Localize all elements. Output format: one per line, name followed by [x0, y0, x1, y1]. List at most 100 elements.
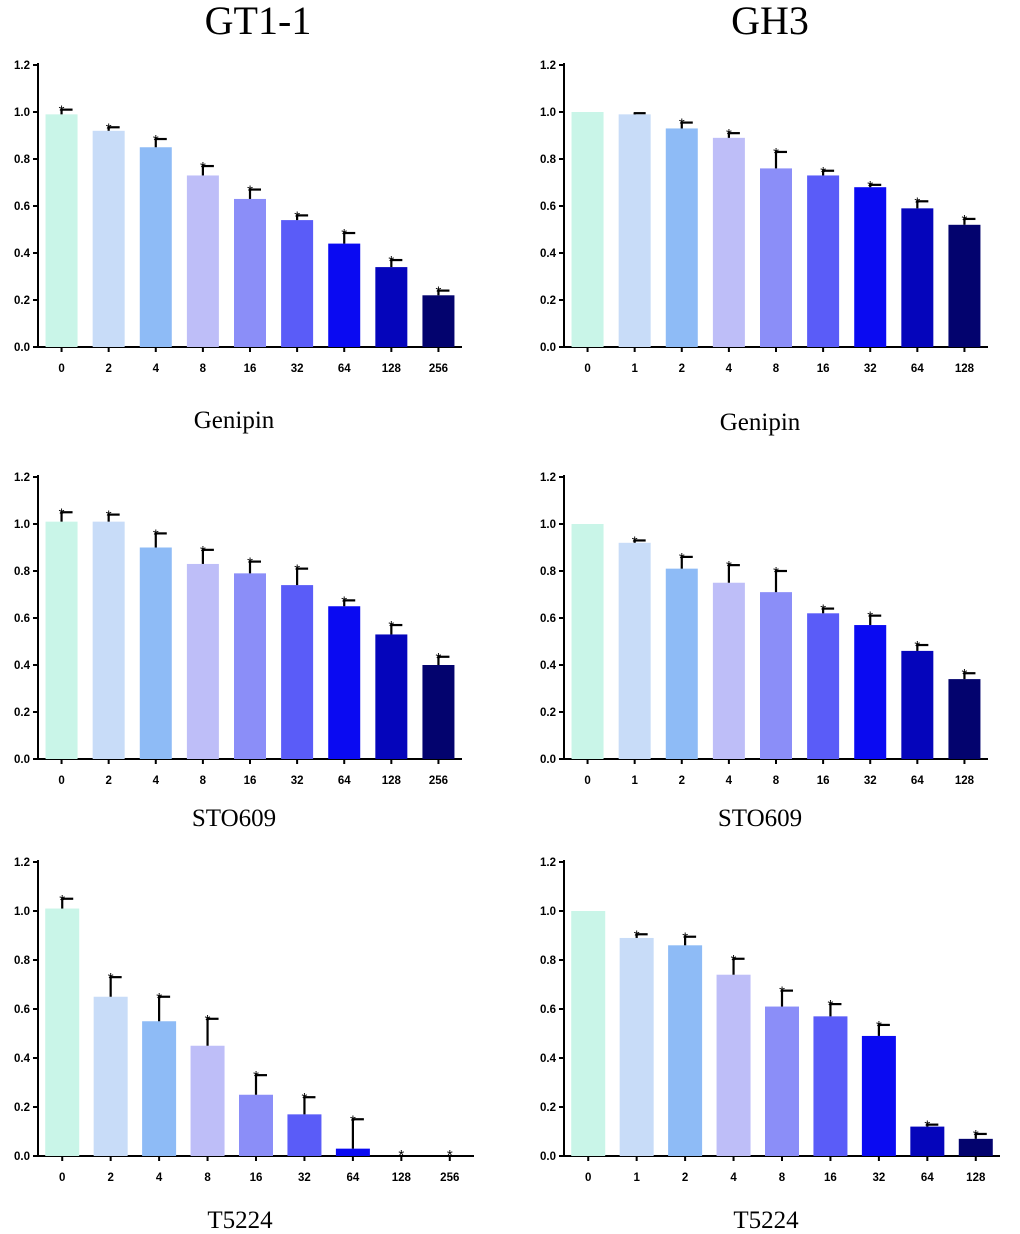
bar — [45, 114, 78, 347]
x-tick-label: 4 — [153, 363, 160, 375]
y-tick-label: 0.2 — [14, 1102, 30, 1114]
significance-marker: * — [867, 178, 873, 195]
significance-marker: * — [773, 564, 779, 581]
bar — [422, 665, 455, 759]
significance-marker: * — [973, 1127, 979, 1144]
x-tick-label: 0 — [59, 1172, 65, 1184]
significance-marker: * — [247, 555, 253, 572]
x-tick-label: 0 — [584, 775, 590, 787]
y-tick-label: 0.6 — [540, 201, 556, 213]
x-axis-title: T5224 — [733, 1207, 799, 1234]
panel-gt1-1-sto609: 0.0 0.2 0.4 0.6 0.8 1.0 1.2 * 0 * 2 * 4 * 8 * 16 * 32 * 64 * 1… — [14, 472, 462, 832]
bar — [901, 650, 934, 759]
significance-marker: * — [106, 508, 112, 525]
x-tick-label: 4 — [153, 775, 160, 787]
significance-marker: * — [726, 558, 732, 575]
bar — [281, 220, 314, 347]
y-tick-label: 1.0 — [540, 906, 556, 918]
significance-marker: * — [679, 550, 685, 567]
x-tick-label: 0 — [585, 1172, 591, 1184]
bar — [571, 911, 606, 1156]
bar — [712, 137, 745, 347]
x-tick-label: 32 — [864, 363, 877, 375]
y-tick-label: 0.6 — [14, 201, 30, 213]
significance-marker: * — [247, 183, 253, 200]
bar — [328, 243, 361, 347]
bar — [234, 573, 266, 759]
y-tick-label: 0.4 — [14, 248, 31, 260]
significance-marker: * — [398, 1147, 404, 1164]
x-tick-label: 8 — [773, 363, 780, 375]
y-tick-label: 1.2 — [540, 472, 556, 484]
significance-marker: * — [773, 145, 779, 162]
x-tick-label: 4 — [730, 1172, 737, 1184]
significance-marker: * — [914, 194, 920, 211]
significance-marker: * — [156, 990, 162, 1007]
significance-marker: * — [447, 1147, 453, 1164]
bar — [854, 625, 887, 759]
x-tick-label: 2 — [682, 1172, 688, 1184]
significance-marker: * — [876, 1018, 882, 1035]
bar — [716, 974, 751, 1156]
significance-marker: * — [682, 930, 688, 947]
significance-marker: * — [867, 609, 873, 626]
x-tick-label: 16 — [244, 775, 257, 787]
x-tick-label: 4 — [726, 775, 733, 787]
bar — [190, 1045, 225, 1156]
significance-marker: * — [302, 1090, 308, 1107]
x-tick-label: 32 — [864, 775, 877, 787]
x-tick-label: 8 — [779, 1172, 786, 1184]
x-tick-label: 32 — [291, 775, 304, 787]
x-axis-title: T5224 — [207, 1207, 273, 1234]
y-tick-label: 0.6 — [540, 613, 556, 625]
bar — [571, 112, 604, 347]
x-tick-label: 0 — [584, 363, 590, 375]
column-title-gt1-1: GT1-1 — [205, 0, 312, 43]
y-tick-label: 1.0 — [14, 906, 30, 918]
bar — [335, 1148, 370, 1156]
bar — [901, 208, 934, 347]
x-tick-label: 2 — [105, 775, 111, 787]
significance-marker: * — [634, 927, 640, 944]
significance-marker: * — [200, 543, 206, 560]
x-axis-title: Genipin — [194, 407, 275, 434]
x-tick-label: 128 — [382, 775, 402, 787]
y-tick-label: 0.8 — [540, 566, 557, 578]
significance-marker: * — [388, 618, 394, 635]
y-tick-label: 0.0 — [540, 342, 556, 354]
bar — [948, 679, 981, 759]
significance-marker: * — [388, 253, 394, 270]
x-tick-label: 2 — [107, 1172, 113, 1184]
bar — [854, 187, 887, 347]
y-tick-label: 0.6 — [540, 1004, 556, 1016]
bar — [571, 524, 604, 759]
significance-marker: * — [962, 666, 968, 683]
significance-marker: * — [59, 505, 65, 522]
bar — [287, 1114, 322, 1156]
bar — [375, 634, 408, 759]
x-tick-label: 128 — [392, 1172, 412, 1184]
x-tick-label: 256 — [429, 363, 448, 375]
x-tick-label: 16 — [250, 1172, 263, 1184]
bar — [45, 908, 80, 1156]
y-tick-label: 0.8 — [540, 955, 557, 967]
x-tick-label: 16 — [824, 1172, 837, 1184]
bar — [618, 114, 651, 347]
x-tick-label: 256 — [440, 1172, 459, 1184]
panel-gh3-t5224: 0.0 0.2 0.4 0.6 0.8 1.0 1.2 0 * 1 * 2 * 4 * 8 * 16 * 32 * 64 *… — [540, 857, 1000, 1234]
y-tick-label: 1.2 — [14, 857, 30, 869]
bar — [807, 613, 840, 759]
x-tick-label: 1 — [631, 363, 638, 375]
x-tick-label: 128 — [955, 775, 975, 787]
x-tick-label: 8 — [204, 1172, 211, 1184]
significance-marker: * — [200, 159, 206, 176]
bar — [861, 1035, 896, 1156]
bar — [328, 606, 361, 759]
panel-gh3-sto609: 0.0 0.2 0.4 0.6 0.8 1.0 1.2 0 * 1 * 2 * 4 * 8 * 16 * 32 * 64 *… — [540, 472, 988, 832]
y-tick-label: 0.4 — [14, 660, 31, 672]
x-tick-label: 0 — [58, 775, 64, 787]
x-tick-label: 8 — [773, 775, 780, 787]
bar — [665, 568, 698, 759]
significance-marker: * — [108, 970, 114, 987]
x-tick-label: 64 — [911, 363, 924, 375]
